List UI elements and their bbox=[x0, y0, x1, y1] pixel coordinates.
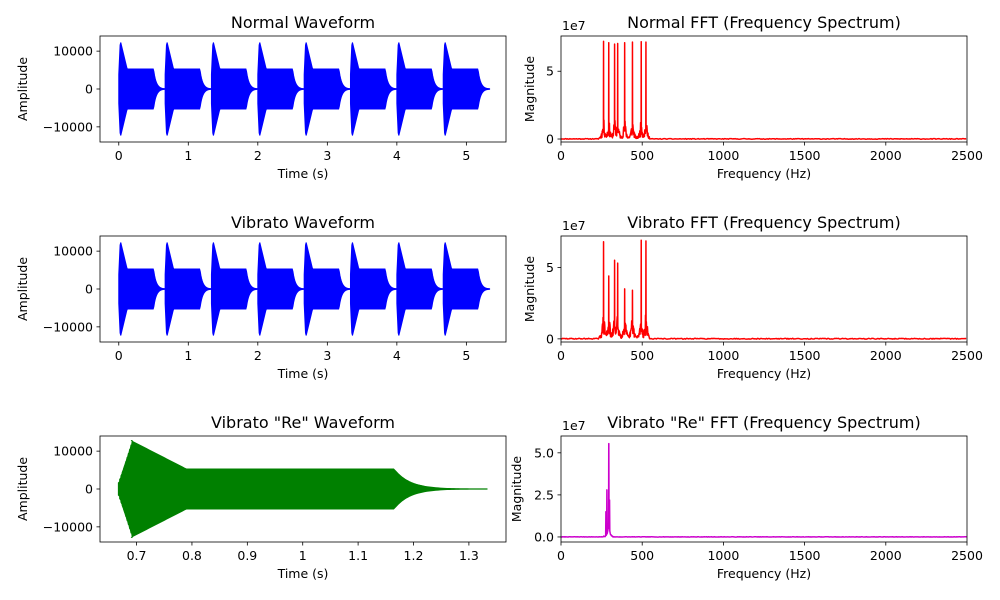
x-tick-label: 0.8 bbox=[182, 548, 202, 563]
x-axis-label: Time (s) bbox=[277, 366, 329, 381]
x-tick-label: 2 bbox=[254, 348, 262, 363]
x-tick-label: 4 bbox=[393, 148, 401, 163]
subplot-title: Normal Waveform bbox=[231, 13, 375, 32]
subplot-title: Normal FFT (Frequency Spectrum) bbox=[627, 13, 901, 32]
x-tick-label: 2500 bbox=[951, 548, 983, 563]
x-tick-label: 1 bbox=[184, 148, 192, 163]
y-tick-label: −10000 bbox=[43, 519, 93, 534]
subplot-vibrato_wave: 0 1 2 3 4 5 −10000 0 10000 Vibrato Waveform Time (… bbox=[15, 213, 507, 381]
x-tick-label: 0 bbox=[557, 348, 565, 363]
plot-area bbox=[117, 440, 488, 538]
x-tick-label: 500 bbox=[630, 348, 654, 363]
x-tick-label: 5 bbox=[462, 348, 470, 363]
y-tick-label: 0 bbox=[546, 132, 554, 147]
subplot-title: Vibrato "Re" FFT (Frequency Spectrum) bbox=[607, 413, 921, 432]
x-tick-label: 1000 bbox=[707, 148, 739, 163]
x-tick-label: 3 bbox=[323, 348, 331, 363]
x-tick-label: 1000 bbox=[707, 548, 739, 563]
x-tick-label: 5 bbox=[462, 148, 470, 163]
y-axis-label: Amplitude bbox=[15, 457, 30, 521]
x-tick-label: 500 bbox=[630, 548, 654, 563]
x-tick-label: 2000 bbox=[870, 148, 902, 163]
y-tick-label: 5 bbox=[546, 260, 554, 275]
y-tick-label: −10000 bbox=[43, 319, 93, 334]
x-tick-label: 1500 bbox=[789, 548, 821, 563]
x-axis-label: Frequency (Hz) bbox=[717, 166, 811, 181]
y-tick-label: −10000 bbox=[43, 119, 93, 134]
y-offset-text: 1e7 bbox=[562, 418, 586, 433]
x-tick-label: 1.2 bbox=[404, 548, 424, 563]
plot-area bbox=[561, 40, 967, 140]
subplot-vibrato_fft: 0 500 1000 1500 2000 2500 0 5 Vibrato FFT (Frequ… bbox=[522, 213, 983, 381]
x-tick-label: 500 bbox=[630, 148, 654, 163]
axes-frame bbox=[560, 235, 968, 343]
x-tick-label: 1.3 bbox=[459, 548, 479, 563]
y-tick-label: 0 bbox=[85, 82, 93, 97]
x-axis-label: Time (s) bbox=[277, 166, 329, 181]
x-tick-label: 4 bbox=[393, 348, 401, 363]
subplot-normal_fft: 0 500 1000 1500 2000 2500 0 5 Normal FFT (Freque… bbox=[522, 13, 983, 181]
y-offset-text: 1e7 bbox=[562, 18, 586, 33]
y-tick-label: 2.5 bbox=[534, 487, 554, 502]
x-axis-label: Frequency (Hz) bbox=[717, 366, 811, 381]
x-tick-label: 3 bbox=[323, 148, 331, 163]
subplot-title: Vibrato FFT (Frequency Spectrum) bbox=[627, 213, 900, 232]
y-axis-label: Magnitude bbox=[522, 56, 537, 123]
spectrum-line bbox=[561, 239, 967, 340]
y-tick-label: 0 bbox=[85, 282, 93, 297]
x-tick-label: 0 bbox=[115, 148, 123, 163]
y-tick-label: 0 bbox=[546, 331, 554, 346]
spectrum-line bbox=[561, 442, 967, 538]
plot-area bbox=[561, 239, 967, 340]
y-tick-label: 10000 bbox=[53, 44, 93, 59]
x-tick-label: 2500 bbox=[951, 148, 983, 163]
y-tick-label: 0 bbox=[85, 482, 93, 497]
plot-area bbox=[118, 42, 491, 136]
plot-area bbox=[561, 442, 967, 538]
subplot-title: Vibrato Waveform bbox=[231, 213, 375, 232]
axes-frame bbox=[560, 435, 968, 543]
subplot-re_wave: 0.7 0.8 0.9 1 1.1 1.2 1.3 −10000 0 10000 Vibrato "… bbox=[15, 413, 507, 581]
y-axis-label: Amplitude bbox=[15, 57, 30, 121]
subplot-re_fft: 0 500 1000 1500 2000 2500 0.0 2.5 5.0 Vibrato "Re… bbox=[509, 413, 983, 581]
spectrum-line bbox=[561, 40, 967, 140]
x-tick-label: 1500 bbox=[789, 348, 821, 363]
x-tick-label: 1500 bbox=[789, 148, 821, 163]
x-axis-label: Time (s) bbox=[277, 566, 329, 581]
x-tick-label: 2000 bbox=[870, 548, 902, 563]
plot-area bbox=[118, 242, 491, 336]
x-tick-label: 0 bbox=[557, 148, 565, 163]
x-tick-label: 0 bbox=[557, 548, 565, 563]
y-tick-label: 0.0 bbox=[534, 529, 554, 544]
x-tick-label: 2 bbox=[254, 148, 262, 163]
axes-frame bbox=[560, 35, 968, 143]
y-axis-label: Magnitude bbox=[509, 456, 524, 523]
x-tick-label: 1 bbox=[184, 348, 192, 363]
subplot-title: Vibrato "Re" Waveform bbox=[211, 413, 395, 432]
y-offset-text: 1e7 bbox=[562, 218, 586, 233]
y-tick-label: 5.0 bbox=[534, 445, 554, 460]
x-tick-label: 1000 bbox=[707, 348, 739, 363]
x-tick-label: 2500 bbox=[951, 348, 983, 363]
x-tick-label: 1 bbox=[299, 548, 307, 563]
y-tick-label: 5 bbox=[546, 64, 554, 79]
x-tick-label: 2000 bbox=[870, 348, 902, 363]
x-tick-label: 0.9 bbox=[237, 548, 257, 563]
x-tick-label: 0 bbox=[115, 348, 123, 363]
y-tick-label: 10000 bbox=[53, 444, 93, 459]
x-axis-label: Frequency (Hz) bbox=[717, 566, 811, 581]
x-tick-label: 0.7 bbox=[127, 548, 147, 563]
x-tick-label: 1.1 bbox=[348, 548, 368, 563]
subplot-normal_wave: 0 1 2 3 4 5 −10000 0 10000 Normal Waveform Time (s… bbox=[15, 13, 507, 181]
y-tick-label: 10000 bbox=[53, 244, 93, 259]
y-axis-label: Amplitude bbox=[15, 257, 30, 321]
y-axis-label: Magnitude bbox=[522, 256, 537, 323]
